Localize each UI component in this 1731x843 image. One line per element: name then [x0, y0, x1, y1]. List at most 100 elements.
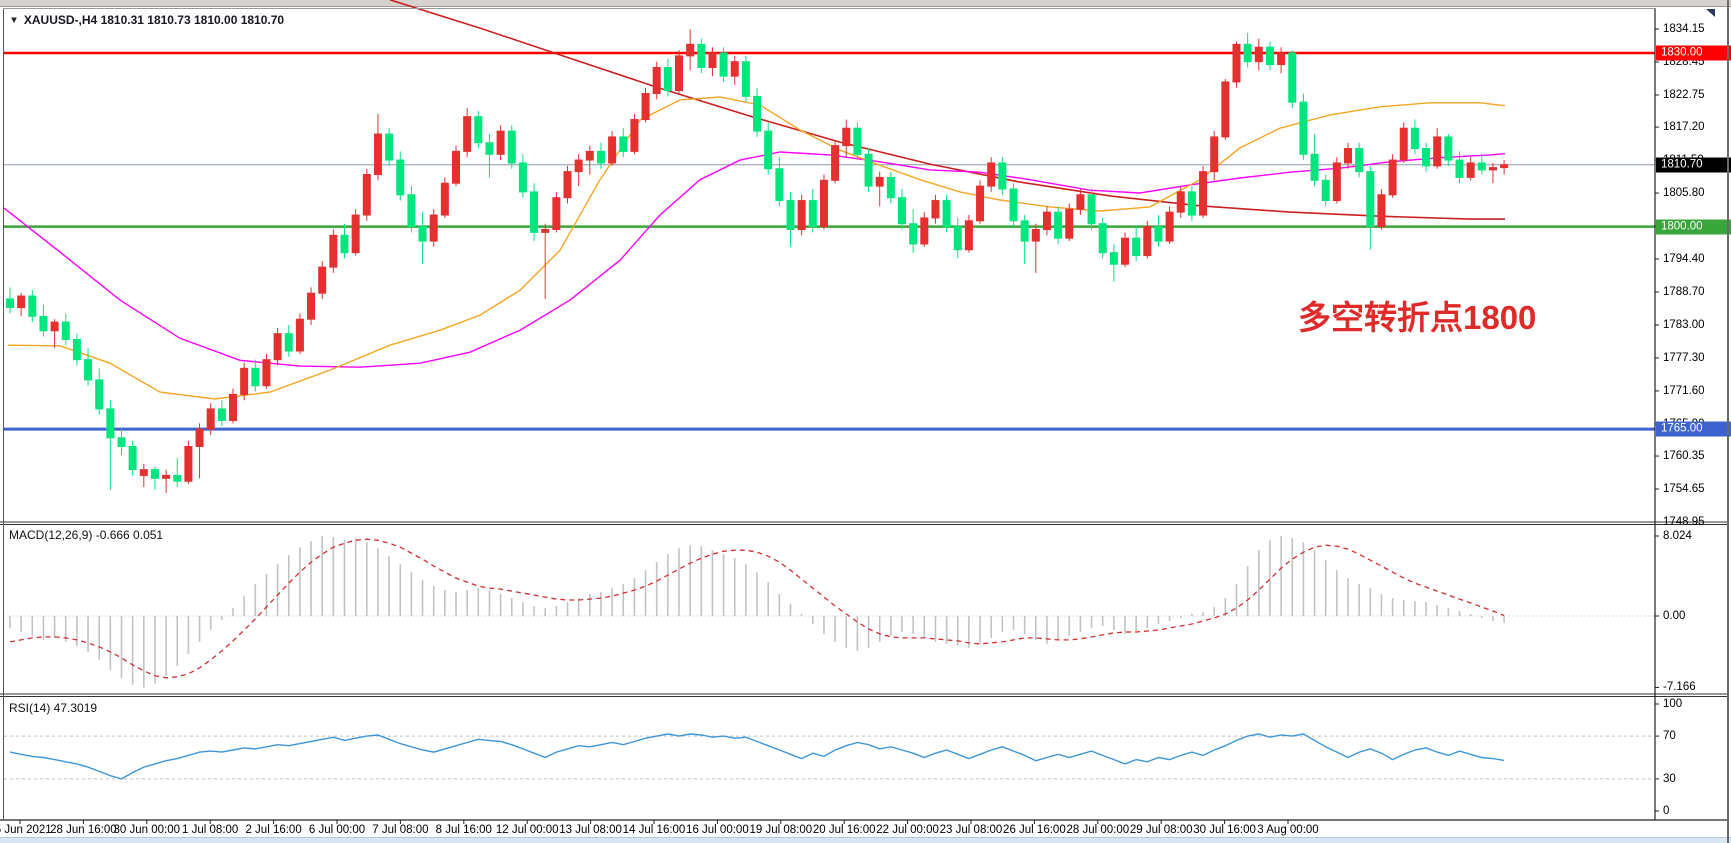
candle	[229, 393, 237, 421]
macd-tick-label: 8.024	[1663, 530, 1692, 542]
candle	[1187, 191, 1196, 216]
candle	[574, 159, 583, 173]
candle	[630, 119, 639, 152]
time-tick-label: 28 Jun 16:00	[50, 824, 117, 836]
time-tick-label: 7 Jul 08:00	[372, 824, 429, 836]
candle	[162, 474, 171, 479]
symbol-ohlc-text: XAUUSD-,H4 1810.31 1810.73 1810.00 1810.…	[23, 13, 285, 27]
candle	[440, 182, 449, 216]
candle	[407, 194, 416, 228]
candle	[1132, 237, 1141, 257]
candle	[875, 176, 884, 187]
candle	[262, 359, 271, 387]
time-tick-label: 16 Jul 00:00	[686, 824, 749, 836]
time-tick-label: 30 Jun 00:00	[113, 824, 181, 836]
chevron-down-icon[interactable]: ▼	[9, 14, 19, 26]
candle	[95, 379, 104, 410]
candle	[797, 200, 806, 230]
candle	[1254, 46, 1263, 63]
candle	[340, 234, 349, 254]
candle	[1399, 127, 1408, 161]
candle	[1488, 167, 1497, 171]
rsi-indicator-label: RSI(14) 47.3019	[9, 701, 98, 715]
time-tick-label: 3 Aug 00:00	[1257, 824, 1319, 836]
candle	[1042, 211, 1051, 230]
candle	[898, 197, 906, 225]
window-bottom-strip	[0, 837, 1731, 843]
time-tick-label: 2 Jul 16:00	[245, 824, 302, 836]
time-tick-label: 1 Jul 08:00	[182, 824, 239, 836]
candle	[596, 150, 605, 164]
candle	[28, 295, 37, 317]
candle	[128, 445, 137, 471]
candle	[741, 61, 750, 97]
candle	[1299, 101, 1308, 155]
candle	[150, 469, 159, 479]
price-tick-label: 1748.95	[1663, 516, 1705, 528]
candle	[819, 179, 828, 228]
chart-left-border	[3, 8, 4, 820]
candle	[485, 142, 494, 155]
candle	[1377, 194, 1386, 228]
candle	[976, 185, 985, 222]
candle	[1355, 147, 1364, 173]
candle	[17, 295, 26, 309]
price-tick-label: 1794.40	[1663, 253, 1705, 265]
time-tick-label: 19 Jul 08:00	[749, 824, 813, 836]
price-tick-label: 1760.35	[1663, 450, 1705, 463]
candle	[764, 130, 773, 170]
candle	[1009, 188, 1018, 222]
price-badge-1810.70: 1810.70	[1656, 157, 1731, 173]
candle	[1121, 237, 1129, 265]
window-top-strip	[0, 0, 1731, 7]
candle	[808, 200, 817, 228]
candle	[530, 191, 539, 233]
price-tick-label: 1783.00	[1663, 318, 1705, 331]
candle	[1265, 46, 1274, 66]
candle	[329, 234, 338, 268]
candle	[429, 214, 438, 242]
candle	[518, 162, 527, 193]
candle	[686, 43, 695, 57]
candle	[173, 474, 182, 482]
candle	[987, 162, 996, 187]
candle	[931, 200, 940, 219]
rsi-tick-label: 0	[1663, 805, 1670, 817]
candle	[998, 162, 1007, 190]
price-tick-label: 1822.75	[1663, 88, 1705, 101]
annotation-text: 多空转折点1800	[1298, 299, 1537, 336]
price-tick-label: 1754.65	[1663, 483, 1705, 496]
candle	[318, 266, 327, 294]
candle	[552, 197, 561, 230]
candle	[619, 136, 628, 152]
candle	[106, 408, 115, 439]
candle	[775, 168, 784, 202]
candle	[206, 408, 215, 430]
candle	[1288, 52, 1297, 103]
candle	[920, 217, 929, 245]
candle	[396, 159, 405, 196]
candle	[217, 408, 226, 421]
candle	[541, 228, 550, 233]
rsi-line	[9, 733, 1505, 780]
candle	[295, 318, 304, 352]
time-tick-label: 12 Jul 00:00	[495, 824, 559, 836]
scroll-to-end-icon[interactable]	[1706, 9, 1715, 17]
macd-histogram	[9, 536, 1505, 688]
candle	[1466, 162, 1475, 178]
candle	[1321, 179, 1330, 202]
time-tick-label: 6 Jul 00:00	[308, 824, 366, 836]
candle	[842, 127, 851, 147]
time-tick-label: 28 Jul 00:00	[1066, 824, 1130, 836]
candle	[240, 367, 249, 395]
price-badge-1830.00: 1830.00	[1656, 45, 1731, 61]
candle	[1243, 43, 1252, 63]
candle	[964, 220, 973, 251]
time-tick-label: 25 Jun 2021	[0, 824, 52, 836]
candle	[496, 130, 505, 155]
macd-tick-label: 0.00	[1663, 610, 1686, 622]
candle	[786, 200, 795, 230]
candle	[1020, 220, 1029, 242]
candle	[1366, 171, 1375, 228]
